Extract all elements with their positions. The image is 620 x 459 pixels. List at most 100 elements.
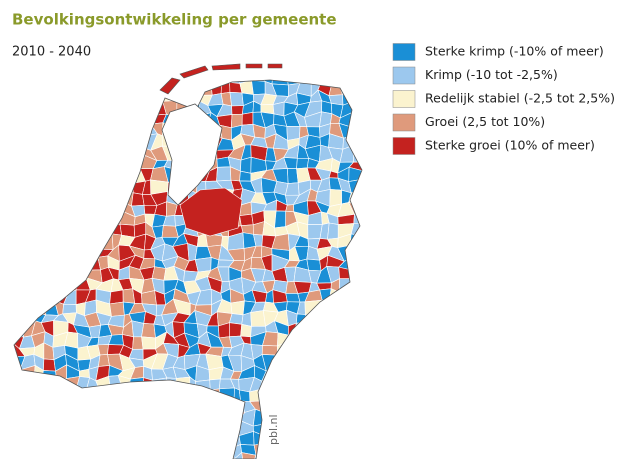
municipality <box>119 454 134 459</box>
municipality <box>52 58 68 70</box>
municipality <box>14 81 15 94</box>
municipality <box>62 203 81 216</box>
municipality <box>62 303 77 315</box>
municipality <box>152 422 168 436</box>
municipality <box>0 58 12 70</box>
municipality <box>98 156 110 174</box>
municipality <box>374 289 385 302</box>
municipality <box>139 430 154 446</box>
municipality <box>239 170 252 182</box>
municipality <box>18 102 37 119</box>
municipality <box>118 60 135 74</box>
municipality <box>318 408 332 427</box>
municipality <box>371 178 387 190</box>
municipality <box>361 387 362 405</box>
municipality <box>361 402 362 414</box>
municipality <box>123 80 136 81</box>
municipality <box>51 256 67 270</box>
legend: Sterke krimp (-10% of meer) Krimp (-10 to… <box>392 43 615 155</box>
municipality <box>110 454 124 459</box>
municipality <box>107 80 125 85</box>
municipality <box>238 389 251 402</box>
municipality <box>75 89 92 106</box>
municipality <box>219 403 235 416</box>
municipality <box>150 80 166 86</box>
municipality <box>295 376 307 394</box>
municipality <box>85 401 102 414</box>
municipality <box>338 454 352 459</box>
municipality <box>305 401 321 413</box>
municipality <box>14 233 15 248</box>
municipality <box>330 419 345 437</box>
municipality <box>210 80 223 82</box>
municipality <box>117 111 135 128</box>
municipality <box>53 277 69 294</box>
municipality <box>73 452 88 459</box>
municipality <box>30 111 48 130</box>
municipality <box>128 101 144 118</box>
municipality <box>383 183 399 193</box>
municipality <box>374 302 388 315</box>
municipality <box>372 377 388 392</box>
municipality <box>51 420 67 437</box>
municipality <box>67 111 80 130</box>
municipality <box>338 379 353 392</box>
municipality <box>106 100 121 114</box>
municipality <box>0 291 11 305</box>
municipality <box>352 135 362 152</box>
municipality <box>106 223 122 236</box>
municipality <box>315 80 332 86</box>
municipality <box>65 421 81 437</box>
municipality <box>282 343 300 359</box>
municipality <box>383 357 397 369</box>
municipality <box>29 155 47 171</box>
municipality <box>51 245 68 262</box>
municipality <box>218 445 235 459</box>
municipality <box>294 80 312 84</box>
municipality <box>89 236 101 251</box>
municipality <box>106 189 119 202</box>
municipality <box>283 444 301 458</box>
municipality <box>317 309 333 325</box>
municipality <box>384 444 398 455</box>
municipality <box>318 375 334 393</box>
municipality <box>51 182 68 193</box>
municipality <box>108 420 124 437</box>
municipality <box>117 181 134 194</box>
municipality <box>14 233 25 250</box>
municipality <box>14 244 23 262</box>
municipality <box>1 443 13 456</box>
municipality <box>338 278 356 293</box>
municipality <box>360 89 362 105</box>
municipality <box>121 80 136 94</box>
municipality <box>43 452 55 459</box>
municipality <box>117 100 134 117</box>
municipality <box>365 138 375 152</box>
municipality <box>29 255 46 272</box>
municipality <box>139 422 156 435</box>
municipality <box>32 178 45 193</box>
municipality <box>14 452 15 459</box>
municipality <box>0 323 12 336</box>
municipality <box>383 189 399 202</box>
municipality <box>377 324 388 337</box>
municipality <box>349 60 365 74</box>
municipality <box>89 124 101 140</box>
municipality <box>128 410 147 427</box>
municipality <box>293 430 310 447</box>
municipality <box>360 149 362 163</box>
municipality <box>359 80 362 92</box>
municipality <box>51 433 67 446</box>
municipality <box>364 315 377 324</box>
municipality <box>79 187 86 205</box>
municipality <box>55 386 69 403</box>
municipality <box>132 336 144 350</box>
municipality <box>371 189 386 202</box>
municipality <box>316 59 332 72</box>
municipality <box>294 421 310 436</box>
municipality <box>385 334 395 347</box>
municipality <box>22 442 36 457</box>
municipality <box>274 210 287 229</box>
municipality <box>98 412 113 422</box>
legend-swatch <box>392 137 416 155</box>
